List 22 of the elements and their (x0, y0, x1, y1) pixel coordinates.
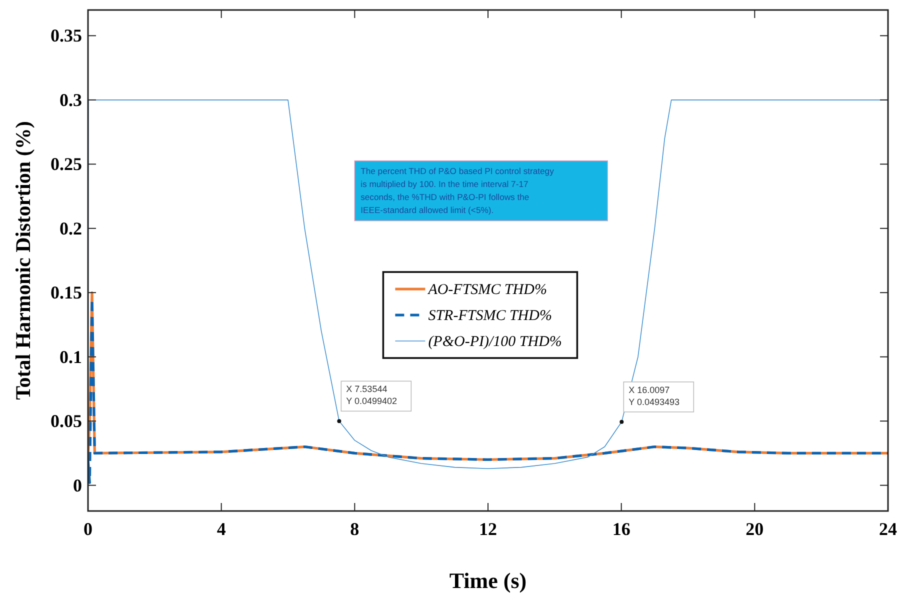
annotation: The percent THD of P&O based PI control strategy is multiplied by 100. In the time interval 7-17 seconds, the %THD with P&O-PI follows the IEEE-standard allowed limit (<5%). (360, 166, 555, 215)
x-tick-label: 20 (746, 519, 764, 539)
annotation: X 16.0097 Y 0.0493493 (628, 384, 680, 407)
y-tick-label: 0.2 (60, 218, 82, 238)
x-tick-label: 4 (216, 519, 226, 539)
annotation: X 7.53544 Y 0.0499402 (346, 384, 398, 406)
y-tick-label: 0.1 (60, 346, 82, 367)
y-tick-label: 0 (73, 475, 82, 496)
legend-label: (P&O-PI)/100 THD% (428, 334, 562, 350)
y-axis-title: Total Harmonic Distortion (%) (11, 121, 35, 400)
x-tick-label: 16 (612, 519, 630, 539)
y-tick-label: 0.15 (50, 282, 82, 303)
x-axis-title: Time (s) (449, 568, 527, 593)
x-tick-label: 12 (479, 519, 497, 539)
y-tick-label: 0.05 (50, 411, 82, 432)
x-tick-label: 8 (350, 519, 360, 539)
y-tick-label: 0.35 (50, 26, 82, 46)
y-tick-label: 0.25 (50, 154, 82, 174)
x-tick-label: 24 (879, 519, 897, 539)
y-tick-label: 0.3 (60, 90, 82, 110)
legend-label: STR-FTSMC THD% (428, 308, 552, 324)
legend-label: AO-FTSMC THD% (427, 282, 547, 298)
